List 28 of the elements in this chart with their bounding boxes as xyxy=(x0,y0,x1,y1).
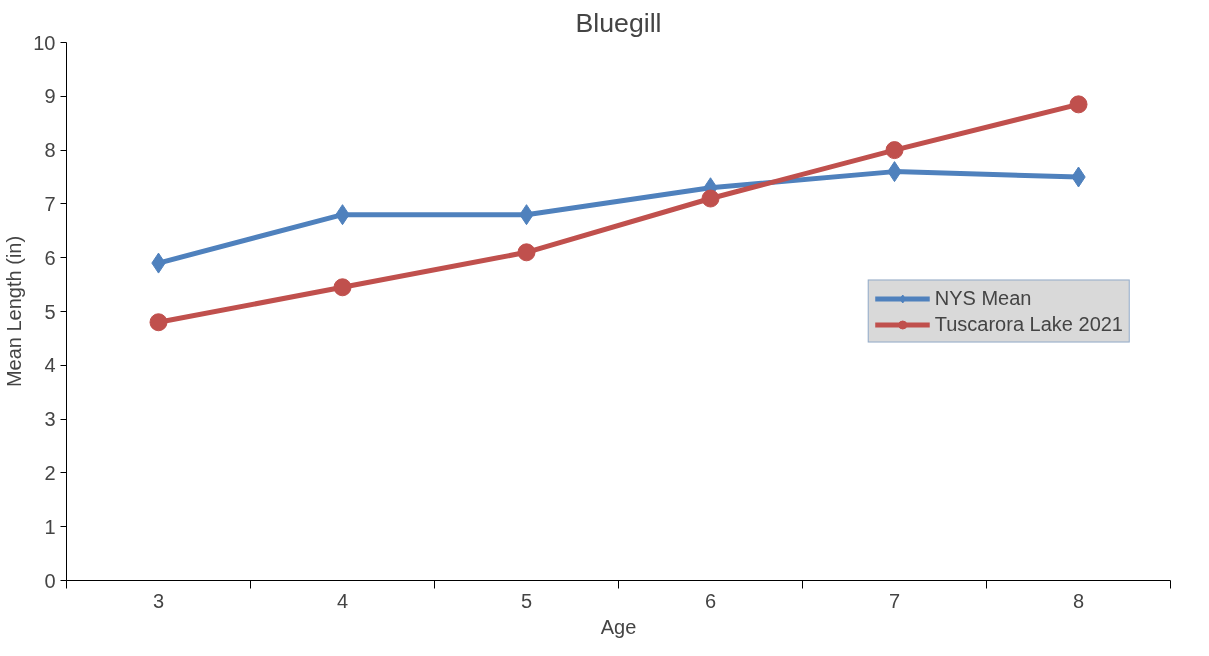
y-tick-label: 5 xyxy=(44,300,56,323)
point xyxy=(1069,95,1088,114)
chart-title: Bluegill xyxy=(575,7,662,38)
legend-label: Tuscarora Lake 2021 xyxy=(934,312,1123,336)
x-tick-label: 6 xyxy=(704,589,717,612)
x-tick-label: 3 xyxy=(152,589,165,612)
y-tick-label: 4 xyxy=(44,354,56,377)
y-tick-label: 0 xyxy=(44,569,56,592)
y-tick-label: 6 xyxy=(44,246,56,269)
point xyxy=(333,278,352,297)
y-tick-label: 3 xyxy=(44,408,56,431)
y-tick-label: 1 xyxy=(44,515,56,538)
point xyxy=(517,243,536,262)
x-tick-label: 4 xyxy=(336,589,349,612)
x-tick-label: 7 xyxy=(888,589,901,612)
x-axis-title: Age xyxy=(600,615,637,638)
point xyxy=(885,141,904,160)
point xyxy=(149,313,168,332)
y-tick-label: 8 xyxy=(44,139,56,162)
x-tick-label: 8 xyxy=(1072,589,1085,612)
y-tick-label: 2 xyxy=(44,461,56,484)
y-axis-title: Mean Length (in) xyxy=(3,235,26,388)
legend-label: NYS Mean xyxy=(934,286,1032,310)
x-tick-label: 5 xyxy=(520,589,533,612)
point xyxy=(701,189,720,208)
y-tick-label: 10 xyxy=(33,31,56,54)
y-tick-label: 7 xyxy=(44,192,56,215)
y-tick-label: 9 xyxy=(44,85,56,108)
